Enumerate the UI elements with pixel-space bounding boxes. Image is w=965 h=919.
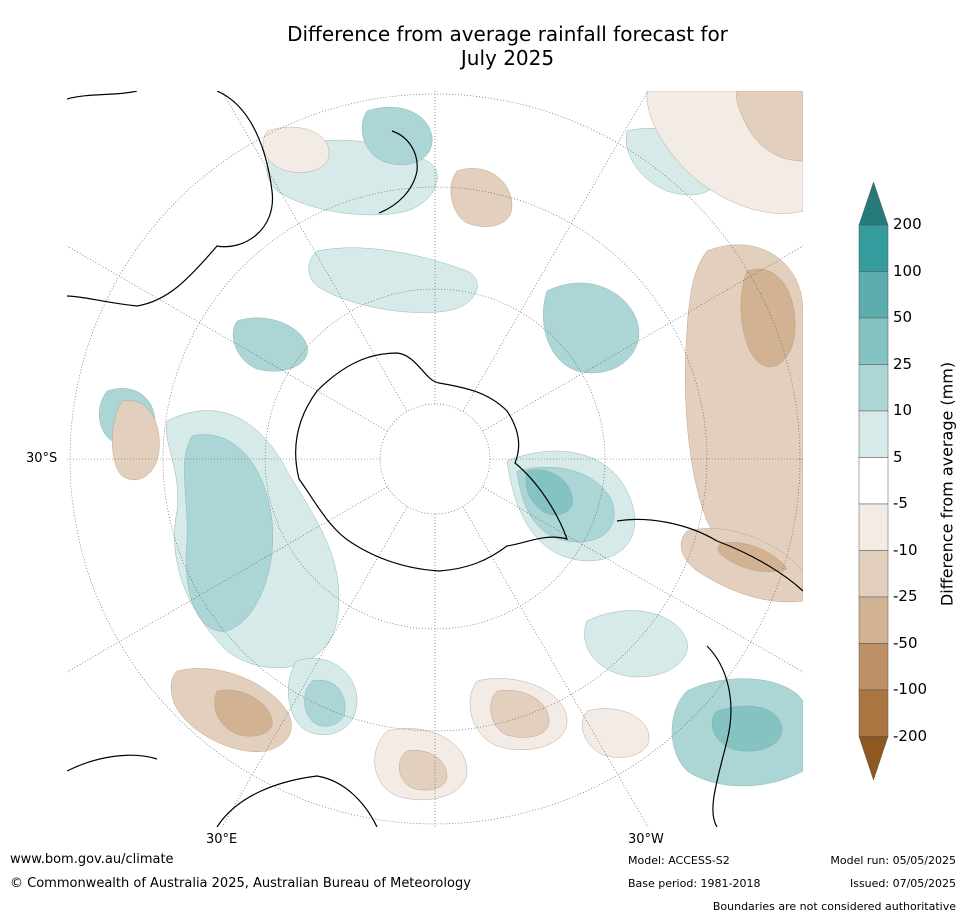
colorbar-bin: [858, 550, 889, 598]
colorbar-bin: [858, 317, 889, 365]
colorbar-tick-10: 10: [893, 401, 913, 419]
colorbar-tick-neg200: -200: [893, 727, 928, 745]
colorbar-extend-min: [858, 736, 889, 781]
new-zealand-coast: [378, 130, 418, 214]
coastlines: [67, 91, 803, 827]
australia-coast: [67, 91, 274, 307]
colorbar-tick-100: 100: [893, 262, 922, 280]
base-period: Base period: 1981-2018: [628, 877, 761, 890]
colorbar-bin: [858, 503, 889, 551]
colorbar-title: Difference from average (mm): [937, 361, 957, 607]
rainfall-anomaly-map: [67, 91, 803, 827]
issued-date: Issued: 07/05/2025: [849, 877, 956, 890]
colorbar-tick-25: 25: [893, 355, 913, 373]
colorbar-tick-neg50: -50: [893, 634, 918, 652]
graticule: [67, 91, 803, 827]
chart-title: Difference from average rainfall forecas…: [180, 22, 835, 70]
colorbar-tick-200: 200: [893, 215, 922, 233]
south-america-coast: [616, 518, 803, 827]
model-name: Model: ACCESS-S2: [628, 854, 730, 867]
model-run-date: Model run: 05/05/2025: [830, 854, 956, 867]
colorbar-bin: [858, 689, 889, 737]
title-line-1: Difference from average rainfall forecas…: [287, 22, 728, 46]
longitude-label-30e: 30°E: [206, 832, 238, 847]
colorbar-bin: [858, 271, 889, 319]
colorbar-bin: [858, 596, 889, 644]
colorbar-tick-5: 5: [893, 448, 903, 466]
colorbar-extend-max: [858, 181, 889, 226]
colorbar-tick-50: 50: [893, 308, 913, 326]
africa-coast: [67, 754, 378, 827]
boundaries-disclaimer: Boundaries are not considered authoritat…: [712, 900, 956, 913]
colorbar-bin: [858, 224, 889, 272]
antarctica-coast: [295, 352, 568, 572]
colorbar-bin: [858, 457, 889, 505]
colorbar-bin: [858, 643, 889, 691]
longitude-label-30w: 30°W: [628, 832, 664, 847]
colorbar-tick-neg10: -10: [893, 541, 918, 559]
colorbar-tick-neg25: -25: [893, 587, 918, 605]
latitude-label-30s: 30°S: [26, 451, 58, 466]
colorbar: [858, 181, 889, 781]
colorbar-bin: [858, 364, 889, 412]
title-line-2: July 2025: [460, 46, 555, 70]
colorbar-bin: [858, 410, 889, 458]
wet-anomaly-regions: [99, 91, 803, 787]
website-link[interactable]: www.bom.gov.au/climate: [10, 852, 174, 867]
copyright-text: © Commonwealth of Australia 2025, Austra…: [10, 876, 471, 891]
dry-anomaly-regions: [112, 91, 803, 800]
colorbar-tick-neg5: -5: [893, 494, 908, 512]
colorbar-tick-neg100: -100: [893, 680, 928, 698]
